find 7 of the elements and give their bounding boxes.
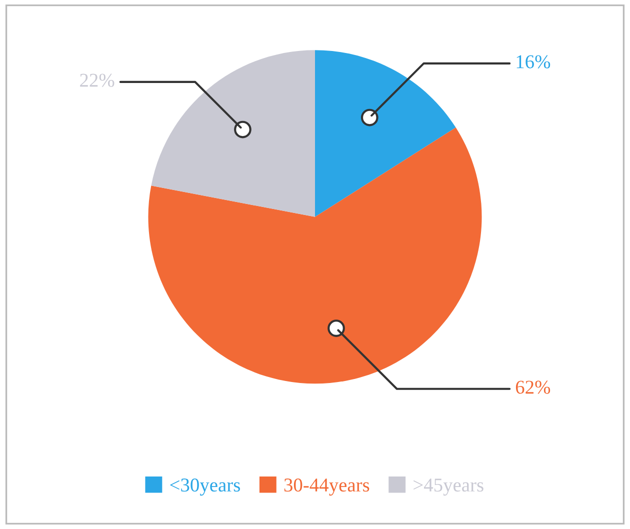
- legend-label: 30-44years: [284, 478, 370, 496]
- pie-slice: [148, 128, 482, 384]
- legend-label: <30years: [170, 478, 240, 496]
- pie-slice: [151, 50, 315, 217]
- pie-slice: [315, 50, 456, 217]
- data-label: 16%: [516, 55, 550, 68]
- data-label: 62%: [516, 380, 550, 394]
